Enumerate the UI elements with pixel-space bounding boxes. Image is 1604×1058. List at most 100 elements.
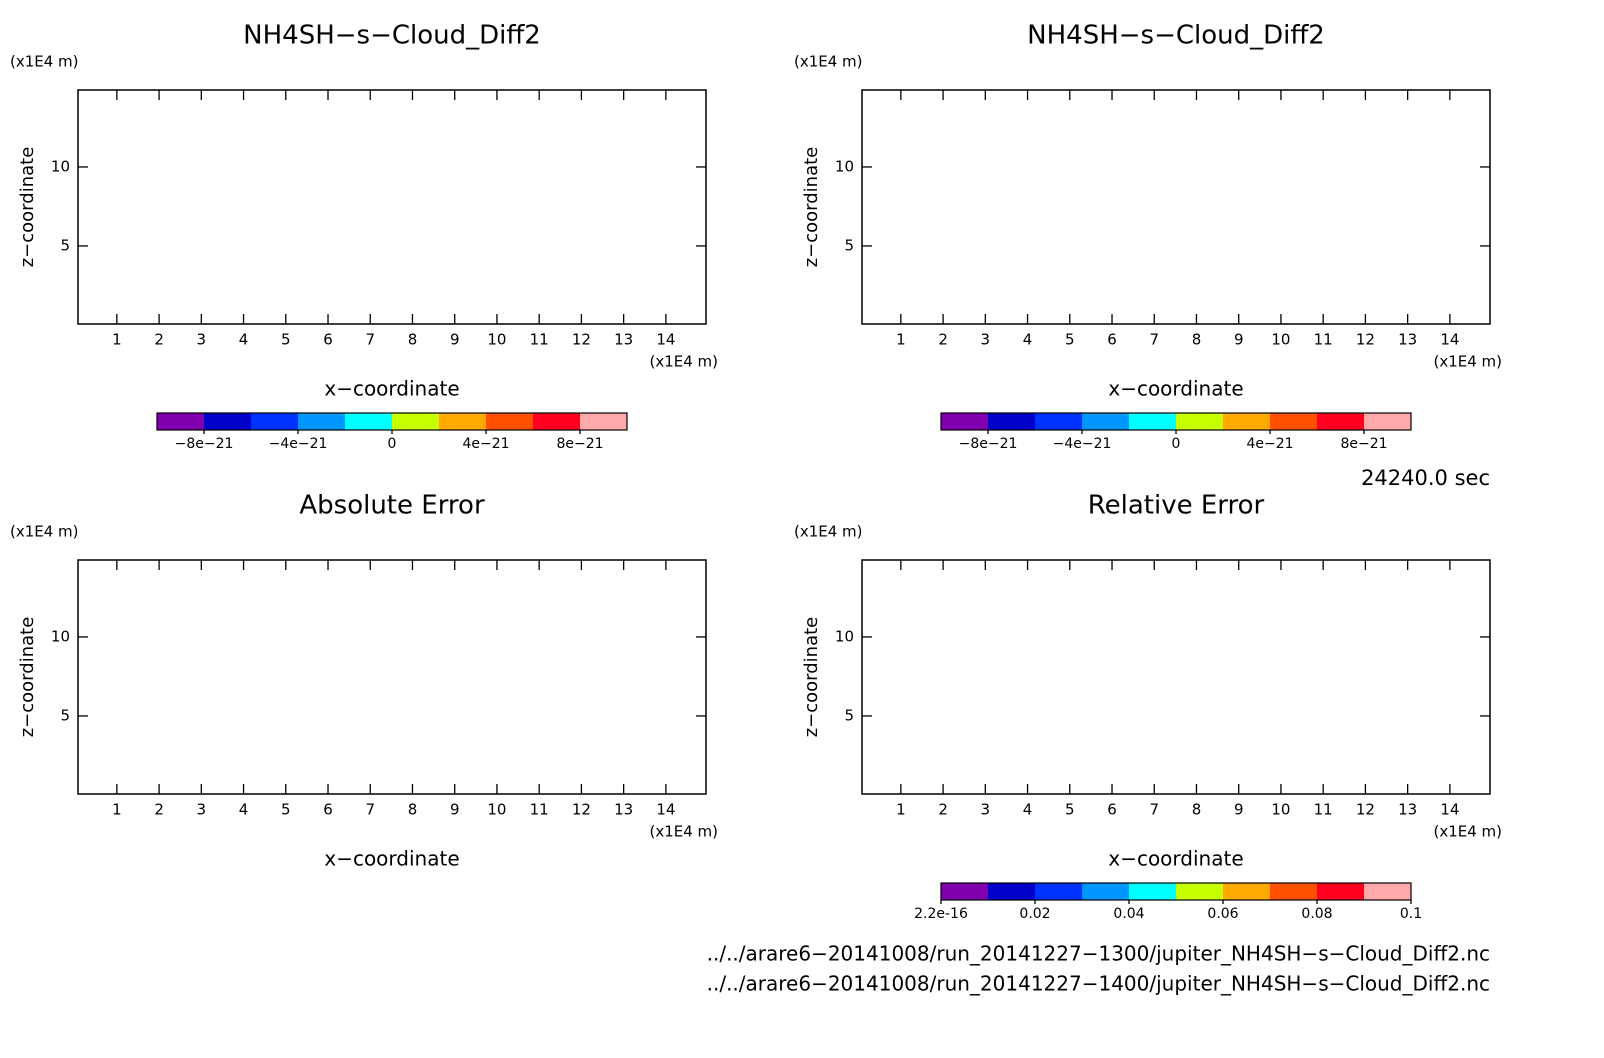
x-tick-label: 10 <box>487 331 506 349</box>
x-tick-label: 7 <box>1149 331 1159 349</box>
x-tick-label: 12 <box>572 801 591 819</box>
chart-title: Absolute Error <box>299 491 485 521</box>
colorbar-swatch <box>1035 413 1083 430</box>
colorbar-swatch <box>1317 413 1365 430</box>
y-axis-label: z−coordinate <box>801 617 822 738</box>
x-tick-label: 3 <box>981 331 991 349</box>
x-tick-label: 14 <box>656 801 675 819</box>
x-tick-label: 7 <box>365 331 375 349</box>
x-tick-label: 7 <box>1149 801 1159 819</box>
x-tick-label: 9 <box>1234 801 1244 819</box>
x-tick-label: 9 <box>450 801 460 819</box>
y-unit-label: (x1E4 m) <box>794 53 863 71</box>
x-tick-label: 1 <box>112 801 122 819</box>
x-tick-label: 2 <box>154 801 164 819</box>
x-tick-label: 10 <box>487 801 506 819</box>
x-tick-label: 4 <box>1023 331 1033 349</box>
colorbar-swatch <box>1317 883 1365 900</box>
y-tick-label: 10 <box>835 157 854 175</box>
x-tick-label: 11 <box>530 801 549 819</box>
chart-title: NH4SH−s−Cloud_Diff2 <box>1027 21 1325 51</box>
colorbar-swatch <box>941 883 989 900</box>
colorbar-swatch <box>1223 883 1271 900</box>
x-tick-label: 10 <box>1271 801 1290 819</box>
colorbar-swatch <box>392 413 440 430</box>
colorbar-swatch <box>941 413 989 430</box>
x-tick-label: 8 <box>1192 801 1202 819</box>
x-tick-label: 1 <box>896 331 906 349</box>
colorbar-swatch <box>1129 413 1177 430</box>
colorbar-tick-label: 8e−21 <box>556 436 603 452</box>
colorbar-swatch <box>1364 883 1412 900</box>
time-label: 24240.0 sec <box>1361 466 1490 490</box>
x-tick-label: 6 <box>323 331 333 349</box>
x-tick-label: 1 <box>112 331 122 349</box>
colorbar-swatch <box>1364 413 1412 430</box>
x-tick-label: 4 <box>239 801 249 819</box>
plot-frame <box>77 89 707 325</box>
colorbar-swatch <box>439 413 487 430</box>
colorbar-tick-label: 0 <box>388 436 397 452</box>
colorbar-tick-label: −8e−21 <box>959 436 1018 452</box>
colorbar-tick-label: 4e−21 <box>462 436 509 452</box>
x-unit-label: (x1E4 m) <box>649 353 718 371</box>
file-path: ../../arare6−20141008/run_20141227−1400/… <box>707 972 1490 996</box>
y-tick-label: 10 <box>835 627 854 645</box>
x-tick-label: 13 <box>614 801 633 819</box>
colorbar-tick-label: 0.02 <box>1019 906 1050 922</box>
y-tick-label: 5 <box>844 236 854 254</box>
x-tick-label: 9 <box>1234 331 1244 349</box>
y-axis-label: z−coordinate <box>801 147 822 268</box>
x-tick-label: 12 <box>572 331 591 349</box>
y-unit-label: (x1E4 m) <box>794 523 863 541</box>
colorbar-tick-label: 0.1 <box>1400 906 1422 922</box>
x-tick-label: 8 <box>408 801 418 819</box>
colorbar-tick-label: 0.06 <box>1207 906 1238 922</box>
colorbar-swatch <box>1270 883 1318 900</box>
colorbar-swatch <box>345 413 393 430</box>
x-tick-label: 3 <box>197 331 207 349</box>
colorbar-tick-label: 0.08 <box>1301 906 1332 922</box>
plot-frame <box>77 559 707 795</box>
x-tick-label: 8 <box>1192 331 1202 349</box>
x-tick-label: 14 <box>1440 331 1459 349</box>
x-tick-label: 8 <box>408 331 418 349</box>
x-tick-label: 3 <box>197 801 207 819</box>
colorbar-swatch <box>580 413 628 430</box>
colorbar-swatch <box>988 883 1036 900</box>
x-tick-label: 9 <box>450 331 460 349</box>
x-tick-label: 14 <box>656 331 675 349</box>
chart-title: NH4SH−s−Cloud_Diff2 <box>243 21 541 51</box>
colorbar-swatch <box>1223 413 1271 430</box>
x-unit-label: (x1E4 m) <box>649 823 718 841</box>
plot-frame <box>861 559 1491 795</box>
colorbar-tick-label: 4e−21 <box>1246 436 1293 452</box>
x-unit-label: (x1E4 m) <box>1433 823 1502 841</box>
colorbar-swatch <box>157 413 205 430</box>
x-tick-label: 11 <box>1314 801 1333 819</box>
y-tick-label: 5 <box>60 706 70 724</box>
y-tick-label: 10 <box>51 157 70 175</box>
x-axis-label: x−coordinate <box>1108 847 1243 871</box>
colorbar-tick-label: 0.04 <box>1113 906 1144 922</box>
colorbar-swatch <box>298 413 346 430</box>
x-tick-label: 7 <box>365 801 375 819</box>
colorbar-swatch <box>204 413 252 430</box>
x-tick-label: 2 <box>154 331 164 349</box>
colorbar-tick-label: 2.2e-16 <box>914 906 968 922</box>
colorbar-tick-label: 0 <box>1172 436 1181 452</box>
colorbar-swatch <box>1270 413 1318 430</box>
y-axis-label: z−coordinate <box>17 147 38 268</box>
colorbar-tick-label: 8e−21 <box>1340 436 1387 452</box>
colorbar-swatch <box>486 413 534 430</box>
chart-title: Relative Error <box>1088 491 1265 521</box>
y-tick-label: 10 <box>51 627 70 645</box>
x-tick-label: 12 <box>1356 331 1375 349</box>
x-tick-label: 2 <box>938 331 948 349</box>
x-tick-label: 4 <box>239 331 249 349</box>
x-tick-label: 6 <box>323 801 333 819</box>
x-tick-label: 13 <box>614 331 633 349</box>
colorbar-swatch <box>1176 413 1224 430</box>
y-axis-label: z−coordinate <box>17 617 38 738</box>
